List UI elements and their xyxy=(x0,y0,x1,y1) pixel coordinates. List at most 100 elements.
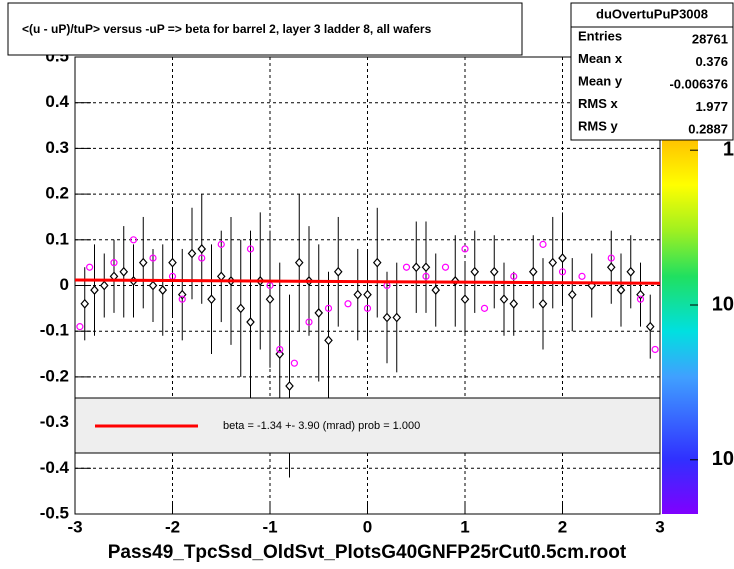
x-tick-label: 0 xyxy=(363,517,372,536)
point xyxy=(110,259,118,267)
point xyxy=(198,254,206,262)
point xyxy=(324,335,333,346)
point xyxy=(392,312,402,323)
chart-title: <(u - uP)/tuP> versus -uP => beta for ba… xyxy=(22,22,432,36)
y-tick-label: -0.5 xyxy=(40,503,69,522)
x-axis-label: Pass49_TpcSsd_OldSvt_PlotsG40GNFP25rCut0… xyxy=(108,542,627,563)
axes: -3 -2 -1 0 1 2 3 -0.5 -0.4 -0.3 -0.2 -0.1 0 0.1 0.2 0.3… xyxy=(40,46,665,536)
point xyxy=(119,266,129,277)
point xyxy=(168,257,177,268)
point xyxy=(372,257,382,268)
point xyxy=(333,266,343,277)
point xyxy=(470,266,480,277)
point xyxy=(148,280,158,291)
point xyxy=(421,262,431,273)
point xyxy=(76,323,84,331)
y-tick-label: -0.3 xyxy=(40,412,69,431)
point xyxy=(207,294,216,305)
stats-value: 0.376 xyxy=(695,54,728,69)
stats-label: Mean x xyxy=(578,51,623,66)
point xyxy=(290,359,298,367)
title-box xyxy=(7,2,523,56)
point xyxy=(324,304,333,312)
point xyxy=(187,248,197,259)
legend-text: beta = -1.34 +- 3.90 (mrad) prob = 1.000 xyxy=(223,420,420,432)
point xyxy=(626,266,636,277)
fit-line xyxy=(75,278,660,285)
point xyxy=(382,312,392,323)
z-tick-label: 10 xyxy=(712,293,734,315)
point xyxy=(217,240,225,248)
point xyxy=(246,317,255,327)
point xyxy=(90,285,99,295)
stats-value: 28761 xyxy=(692,31,728,46)
marks xyxy=(75,194,660,478)
stats-label: Mean y xyxy=(578,73,623,88)
point xyxy=(276,345,284,354)
y-tick-label: 0.2 xyxy=(45,184,69,203)
point xyxy=(636,295,645,303)
point xyxy=(548,257,558,268)
stats-rows: Entries 28761 Mean x 0.376 Mean y -0.006376 RM… xyxy=(578,28,728,136)
point xyxy=(363,304,372,312)
y-tick-label: -0.4 xyxy=(40,458,70,477)
point xyxy=(363,289,372,300)
point xyxy=(461,245,469,253)
point xyxy=(86,263,94,271)
stats-value: 1.977 xyxy=(695,99,728,114)
x-tick-label: 1 xyxy=(460,517,469,536)
stats-label: RMS y xyxy=(578,118,619,133)
point xyxy=(149,254,157,262)
point xyxy=(305,318,313,326)
point xyxy=(294,257,304,268)
point xyxy=(402,263,411,271)
point xyxy=(246,245,255,253)
stats-label: Entries xyxy=(578,28,622,43)
point xyxy=(422,272,430,280)
point xyxy=(285,381,294,391)
x-tick-label: -2 xyxy=(165,517,180,536)
y-tick-label: 0.1 xyxy=(45,229,69,248)
point xyxy=(265,294,275,305)
y-tick-label: -0.1 xyxy=(40,321,69,340)
x-tick-label: -3 xyxy=(67,517,82,536)
stats-value: 0.2887 xyxy=(688,121,728,136)
point xyxy=(528,266,538,277)
point xyxy=(344,300,352,308)
y-tick-label: 0 xyxy=(60,275,69,294)
point xyxy=(558,253,567,263)
z-tick-label: 10 xyxy=(712,448,734,470)
point xyxy=(80,298,90,309)
z-tick-label: 1 xyxy=(723,138,734,160)
point xyxy=(99,280,109,291)
x-tick-label: 3 xyxy=(655,517,664,536)
point xyxy=(578,272,586,280)
point xyxy=(567,289,577,300)
point xyxy=(314,308,324,318)
point xyxy=(411,262,421,273)
point xyxy=(645,321,655,332)
point xyxy=(607,254,615,262)
point xyxy=(616,285,626,295)
stats-label: RMS x xyxy=(578,96,619,111)
point xyxy=(178,295,186,303)
point xyxy=(510,272,518,280)
stats-box xyxy=(570,2,734,141)
stats-name: duOvertuPuP3008 xyxy=(596,6,708,21)
point xyxy=(431,285,441,295)
point xyxy=(651,345,659,354)
point xyxy=(480,304,489,312)
stats-value: -0.006376 xyxy=(669,76,728,91)
y-tick-label: 0.3 xyxy=(45,138,69,157)
x-tick-label: 2 xyxy=(558,517,567,536)
point xyxy=(353,289,363,300)
point xyxy=(499,294,509,305)
point xyxy=(606,262,616,273)
y-tick-label: -0.2 xyxy=(40,366,69,385)
point xyxy=(509,298,519,309)
point xyxy=(489,266,499,277)
x-tick-label: -1 xyxy=(262,517,277,536)
point xyxy=(236,303,246,314)
point xyxy=(197,244,207,254)
